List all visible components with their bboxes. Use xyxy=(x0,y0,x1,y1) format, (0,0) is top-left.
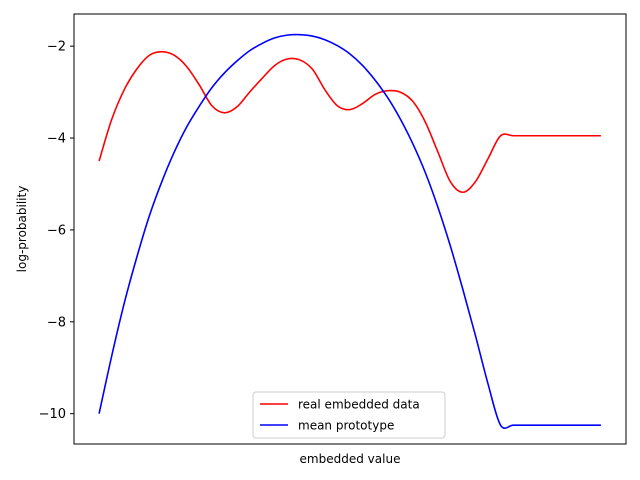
y-tick-label: −10 xyxy=(39,407,66,422)
legend-box xyxy=(252,391,446,439)
series-line-mean-prototype xyxy=(98,33,601,429)
legend-label-real-embedded-data: real embedded data xyxy=(298,398,420,412)
series-line-real-embedded-data xyxy=(98,50,601,194)
plot-frame xyxy=(73,13,627,445)
y-tick-label: −2 xyxy=(47,40,66,55)
series-layer xyxy=(98,33,601,429)
y-axis-label: log-probability xyxy=(15,186,29,273)
legend: real embedded data mean prototype xyxy=(252,391,446,439)
y-tick-label: −8 xyxy=(47,315,66,330)
legend-label-mean-prototype: mean prototype xyxy=(298,419,394,433)
x-axis-label: embedded value xyxy=(300,452,401,466)
y-tick-label: −4 xyxy=(47,132,66,147)
y-tick-label: −6 xyxy=(47,223,66,238)
y-axis: −2 −4 −6 −8 −10 xyxy=(39,40,74,422)
